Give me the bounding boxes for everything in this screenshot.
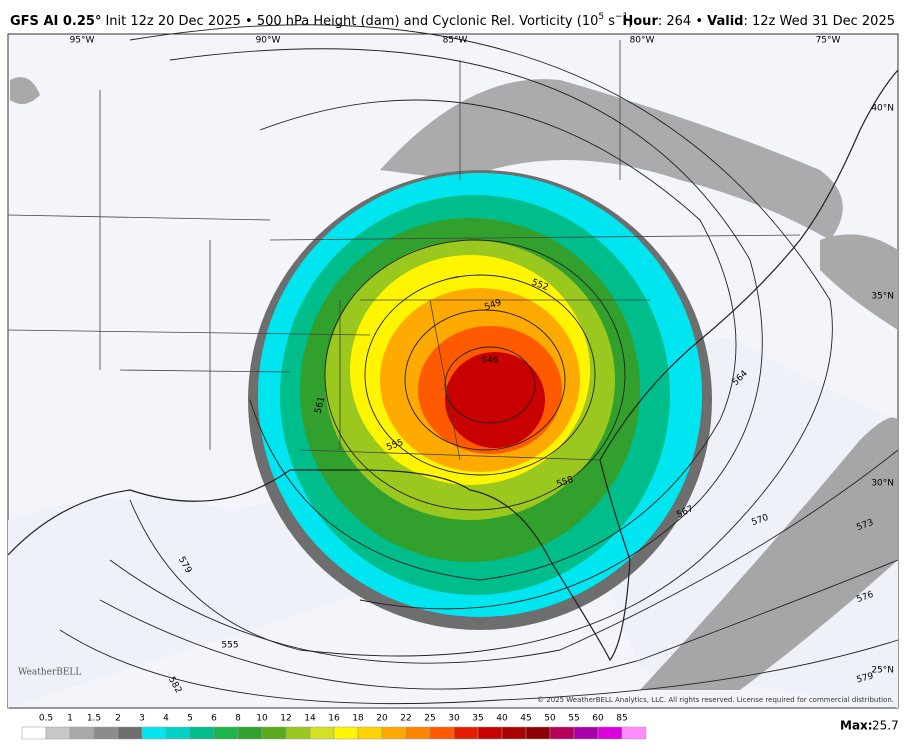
colorbar-swatch	[93, 726, 119, 740]
latitude-label: 30°N	[871, 479, 894, 489]
model-name: GFS AI 0.25°	[10, 14, 101, 29]
colorbar-swatch	[141, 726, 167, 740]
colorbar-swatch	[21, 726, 47, 740]
contour-label: 555	[221, 641, 238, 651]
colorbar-label: 16	[328, 714, 340, 724]
colorbar-label: 6	[211, 714, 217, 724]
longitude-label: 80°W	[630, 36, 655, 46]
longitude-labels: 95°W 90°W 85°W 80°W 75°W	[70, 36, 841, 46]
longitude-label: 90°W	[256, 36, 281, 46]
colorbar-swatch	[525, 726, 551, 740]
colorbar-swatch	[381, 726, 407, 740]
latitude-labels: 40°N 35°N 30°N 25°N	[871, 104, 894, 676]
colorbar-label: 1.5	[87, 714, 101, 724]
longitude-label: 95°W	[70, 36, 95, 46]
colorbar-swatch	[333, 726, 359, 740]
colorbar-label: 12	[280, 714, 291, 724]
colorbar-label: 55	[568, 714, 579, 724]
unit: s	[604, 14, 615, 29]
colorbar-label: 14	[304, 714, 316, 724]
vorticity-swath	[10, 77, 40, 104]
hour-value: : 264 •	[658, 14, 707, 29]
colorbar-label: 40	[496, 714, 508, 724]
contour-label: 579	[856, 671, 875, 685]
colorbar-label: 2	[115, 714, 121, 724]
colorbar-label: 3	[139, 714, 145, 724]
colorbar-label: 10	[256, 714, 268, 724]
latitude-label: 35°N	[871, 292, 894, 302]
colorbar-swatch	[165, 726, 191, 740]
colorbar-label: 22	[400, 714, 411, 724]
colorbar-label: 25	[424, 714, 435, 724]
colorbar-swatch	[189, 726, 215, 740]
logo: WeatherBELL	[18, 668, 81, 678]
max-value: 25.7	[872, 719, 899, 733]
longitude-label: 75°W	[816, 36, 841, 46]
colorbar-label: 45	[520, 714, 531, 724]
map-title: GFS AI 0.25° Init 12z 20 Dec 2025 • 500 h…	[10, 12, 633, 29]
valid-label: Valid	[707, 14, 743, 29]
colorbar-swatch	[357, 726, 383, 740]
vorticity-swath	[820, 234, 898, 330]
colorbar-swatch	[261, 726, 287, 740]
title-close: )	[628, 14, 633, 29]
colorbar-swatch	[597, 726, 623, 740]
colorbar-label: 85	[616, 714, 627, 724]
colorbar-swatch	[477, 726, 503, 740]
longitude-label: 85°W	[443, 36, 468, 46]
colorbar-label: 20	[376, 714, 388, 724]
height-contours	[59, 24, 899, 705]
colorbar-swatch	[45, 726, 71, 740]
colorbar-swatch	[429, 726, 455, 740]
unit-exponent: −1	[615, 12, 628, 22]
colorbar-swatch	[501, 726, 527, 740]
colorbar-swatch	[621, 726, 647, 740]
colorbar-label: 5	[187, 714, 193, 724]
colorbar-swatch	[285, 726, 311, 740]
latitude-label: 25°N	[871, 666, 894, 676]
colorbar: 0.5 1 1.5 2 3 4 5 6 8 10 12 14 16 18 20 22 25 30 35 40 45 50 5…	[21, 714, 647, 740]
colorbar-swatch	[309, 726, 335, 740]
colorbar-swatch	[573, 726, 599, 740]
copyright: © 2025 WeatherBELL Analytics, LLC. All r…	[537, 696, 894, 704]
colorbar-swatch	[453, 726, 479, 740]
colorbar-swatch	[213, 726, 239, 740]
colorbar-swatch	[237, 726, 263, 740]
title-description: Init 12z 20 Dec 2025 • 500 hPa Height (d…	[105, 14, 598, 29]
valid-time: Hour: 264 • Valid: 12z Wed 31 Dec 2025	[622, 14, 895, 29]
hour-label: Hour	[622, 14, 658, 29]
colorbar-label: 8	[235, 714, 241, 724]
contour-label: 561	[313, 396, 327, 415]
latitude-label: 40°N	[871, 104, 894, 114]
valid-value: : 12z Wed 31 Dec 2025	[743, 14, 895, 29]
colorbar-label: 35	[472, 714, 483, 724]
colorbar-label: 30	[448, 714, 460, 724]
colorbar-swatch	[117, 726, 143, 740]
colorbar-label: 50	[544, 714, 556, 724]
colorbar-label: 0.5	[39, 714, 53, 724]
colorbar-swatch	[69, 726, 95, 740]
contour-label: 546	[481, 356, 498, 366]
colorbar-swatch	[405, 726, 431, 740]
colorbar-label: 1	[67, 714, 73, 724]
vorticity-swath	[640, 417, 898, 690]
colorbar-label: 60	[592, 714, 604, 724]
max-label: Max:	[840, 719, 873, 733]
unit-exponent: 5	[598, 12, 604, 22]
vorticity-ring	[445, 352, 545, 448]
colorbar-swatch	[549, 726, 575, 740]
vorticity-swath	[380, 79, 843, 240]
colorbar-label: 4	[163, 714, 169, 724]
colorbar-label: 18	[352, 714, 364, 724]
